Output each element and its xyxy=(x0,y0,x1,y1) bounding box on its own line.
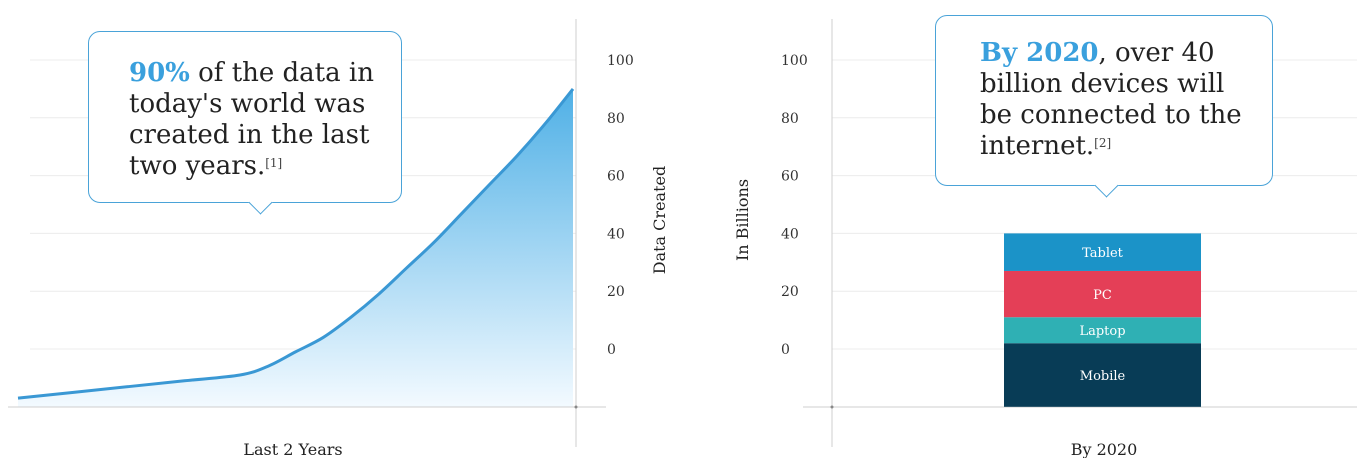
right-y-tick-label: 40 xyxy=(781,226,799,242)
right-y-ticks: 0 20 40 60 80 100 xyxy=(781,53,808,358)
callout-reference: [2] xyxy=(1094,136,1112,150)
left-y-tick-label: 40 xyxy=(607,226,625,242)
data-created-line xyxy=(17,87,575,400)
right-y-axis-label: In Billions xyxy=(733,179,752,261)
bar-segment-tablet xyxy=(1004,233,1201,271)
left-axis-origin xyxy=(574,405,578,409)
left-y-tick-label: 100 xyxy=(607,53,634,69)
left-y-tick-label: 60 xyxy=(607,169,625,185)
right-y-tick-label: 80 xyxy=(781,111,799,127)
devices-callout: By 2020, over 40 billion devices will be… xyxy=(935,15,1273,198)
data-created-callout: 90% of the data in today's world was cre… xyxy=(88,31,402,215)
data-created-area xyxy=(18,88,573,408)
callout-body: of the data in today's world was created… xyxy=(129,58,374,181)
bar-segment-mobile xyxy=(1004,343,1201,407)
right-x-axis-label: By 2020 xyxy=(1071,440,1138,458)
callout-body: , over 40 billion devices will be connec… xyxy=(980,38,1242,161)
bar-segment-pc xyxy=(1004,270,1201,318)
bar-segment-label: Mobile xyxy=(1080,369,1126,384)
bar-segment-laptop xyxy=(1004,317,1201,344)
devices-stacked-bar: Mobile Laptop PC Tablet xyxy=(1004,233,1201,407)
bar-segment-label: Laptop xyxy=(1079,324,1125,339)
bar-segment-label: PC xyxy=(1093,288,1112,303)
left-y-tick-label: 0 xyxy=(607,342,616,358)
right-y-tick-label: 100 xyxy=(781,53,808,69)
devices-chart: 0 20 40 60 80 100 In Billions Mobile Laptop PC T… xyxy=(733,19,1357,458)
right-y-tick-label: 0 xyxy=(781,342,790,358)
right-y-tick-label: 20 xyxy=(781,284,799,300)
callout-highlight: 90% xyxy=(129,58,190,88)
right-axis-origin xyxy=(830,405,834,409)
left-y-ticks: 0 20 40 60 80 100 xyxy=(607,53,634,358)
callout-highlight: By 2020 xyxy=(980,38,1099,68)
data-created-callout-text: 90% of the data in today's world was cre… xyxy=(129,58,399,182)
devices-callout-text: By 2020, over 40 billion devices will be… xyxy=(980,38,1255,162)
right-y-tick-label: 60 xyxy=(781,169,799,185)
left-x-axis-label: Last 2 Years xyxy=(243,440,342,458)
left-y-tick-label: 80 xyxy=(607,111,625,127)
bar-segment-label: Tablet xyxy=(1082,246,1124,261)
left-y-tick-label: 20 xyxy=(607,284,625,300)
left-y-axis-label: Data Created xyxy=(650,166,669,274)
callout-reference: [1] xyxy=(265,156,283,170)
